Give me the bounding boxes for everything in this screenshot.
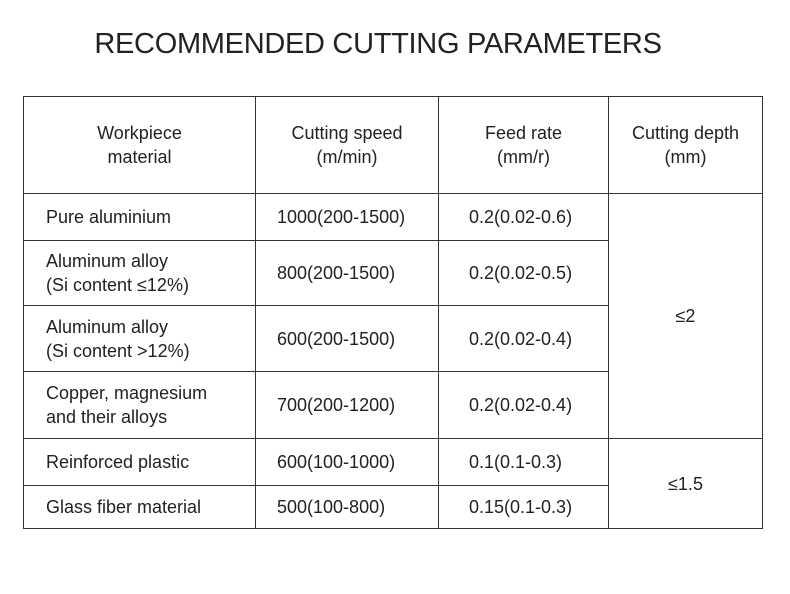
table-row: Pure aluminium 1000(200-1500) 0.2(0.02-0.6…	[23, 193, 763, 439]
cell: 1000(200-1500)	[255, 193, 439, 241]
cell: Aluminum alloy (Si content >12%)	[23, 305, 256, 372]
cell: 600(100-1000)	[255, 438, 439, 486]
cell: Pure aluminium	[23, 193, 256, 241]
header-cell: Feed rate (mm/r)	[438, 96, 609, 194]
cell: 0.15(0.1-0.3)	[438, 485, 609, 529]
table-row: Aluminum alloy (Si content ≤12%) 800(200-…	[23, 240, 763, 306]
table-body: Pure aluminium 1000(200-1500) 0.2(0.02-0.6…	[23, 193, 763, 529]
depth-cell: ≤1.5	[608, 438, 763, 529]
cell: Reinforced plastic	[23, 438, 256, 486]
header-cell: Workpiece material	[23, 96, 256, 194]
depth-cell: ≤2	[608, 193, 763, 439]
cell: 0.2(0.02-0.5)	[438, 240, 609, 306]
header-cell: Cutting depth (mm)	[608, 96, 763, 194]
cell: 800(200-1500)	[255, 240, 439, 306]
table-row: Aluminum alloy (Si content >12%) 600(200-…	[23, 305, 763, 372]
table-row: Glass fiber material 500(100-800) 0.15(0.1…	[23, 485, 763, 529]
cell: 500(100-800)	[255, 485, 439, 529]
table-row: Reinforced plastic 600(100-1000) 0.1(0.1-0…	[23, 438, 763, 529]
cell: 0.2(0.02-0.4)	[438, 305, 609, 372]
header-cell: Cutting speed (m/min)	[255, 96, 439, 194]
table-row: Copper, magnesium and their alloys 700(20…	[23, 371, 763, 439]
table-head: Workpiece material Cutting speed (m/min) F…	[23, 96, 763, 194]
header-row: Workpiece material Cutting speed (m/min) F…	[23, 96, 763, 194]
cell: 0.2(0.02-0.4)	[438, 371, 609, 439]
cell: 600(200-1500)	[255, 305, 439, 372]
cell: 0.1(0.1-0.3)	[438, 438, 609, 486]
cell: Glass fiber material	[23, 485, 256, 529]
parameters-table: Workpiece material Cutting speed (m/min) F…	[23, 96, 763, 529]
cell: 700(200-1200)	[255, 371, 439, 439]
cell: Copper, magnesium and their alloys	[23, 371, 256, 439]
cell: 0.2(0.02-0.6)	[438, 193, 609, 241]
cell: Aluminum alloy (Si content ≤12%)	[23, 240, 256, 306]
title: RECOMMENDED CUTTING PARAMETERS	[94, 28, 662, 60]
